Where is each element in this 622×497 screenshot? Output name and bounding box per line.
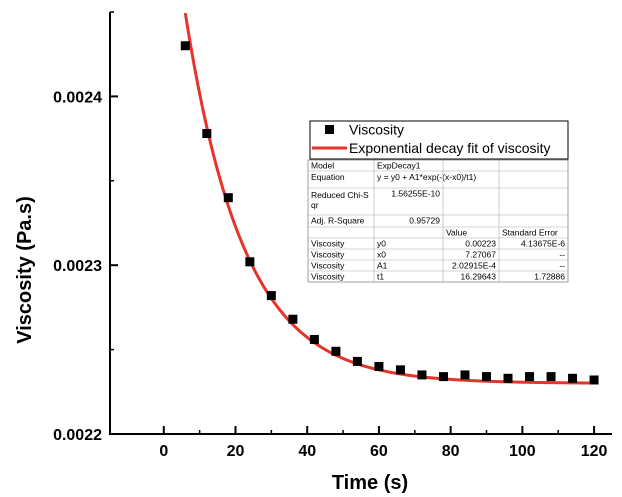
table-cell: 7.27067 (465, 250, 496, 260)
table-frame (307, 159, 569, 283)
plot-area (180, 12, 599, 385)
data-point (180, 41, 190, 51)
x-tick-label: 60 (370, 443, 388, 460)
legend-entry-viscosity: Viscosity (349, 122, 404, 138)
data-point (503, 373, 513, 383)
data-point (460, 370, 470, 380)
axes: Time (s) Viscosity (Pa.s) 0 20 40 60 80 100 12… (14, 11, 612, 494)
table-cell: t1 (377, 272, 384, 282)
data-point (525, 372, 535, 382)
x-tick-label: 120 (581, 443, 608, 460)
table-cell: 0.00223 (465, 239, 496, 249)
table-cell: y = y0 + A1*exp(-(x-x0)/t1) (377, 172, 476, 182)
y-axis-title: Viscosity (Pa.s) (14, 196, 36, 343)
table-cell: 2.02915E-4 (452, 261, 496, 271)
data-point (546, 372, 556, 382)
x-axis-title: Time (s) (332, 472, 408, 494)
legend-box (309, 120, 569, 160)
table-cell: y0 (377, 239, 386, 249)
table-cell: ExpDecay1 (377, 161, 421, 171)
data-point (288, 314, 298, 324)
table-cell: Reduced Chi-S (311, 190, 369, 200)
x-tick-label: 100 (509, 443, 536, 460)
table-cell: 4.13675E-6 (521, 239, 565, 249)
table-cell: qr (311, 200, 319, 210)
legend-marker-square (325, 125, 334, 134)
data-point (589, 375, 599, 385)
table-cell: 1.72886 (534, 272, 565, 282)
data-point (266, 291, 276, 301)
table-cell: Adj. R-Square (311, 216, 365, 226)
table-cell: 16.29643 (461, 272, 497, 282)
legend: Viscosity Exponential decay fit of visco… (309, 120, 569, 160)
y-tick-label: 0.0024 (53, 89, 102, 106)
fit-curve (183, 12, 595, 385)
fit-results-table: Model ExpDecay1 Equation y = y0 + A1*exp(-(… (307, 159, 569, 283)
table-cell: Viscosity (311, 261, 345, 271)
x-tick-label: 20 (227, 443, 245, 460)
data-point (374, 361, 384, 371)
table-cell: -- (559, 250, 565, 260)
table-cell: Viscosity (311, 239, 345, 249)
table-cell: x0 (377, 250, 386, 260)
data-point (417, 370, 427, 380)
data-point (395, 365, 405, 375)
table-cell: Equation (311, 172, 345, 182)
data-point (223, 193, 233, 203)
data-point (352, 356, 362, 366)
table-cell: Standard Error (502, 228, 558, 238)
x-tick-label: 80 (442, 443, 460, 460)
table-cell: 1.56255E-10 (391, 189, 440, 199)
table-cell: -- (559, 261, 565, 271)
table-cell: Value (446, 228, 467, 238)
table-cell: 0.95729 (409, 216, 440, 226)
data-point (482, 372, 491, 382)
table-cell: Viscosity (311, 272, 345, 282)
x-tick-label: 0 (159, 443, 168, 460)
y-tick-label: 0.0022 (53, 427, 102, 444)
data-point (245, 257, 255, 267)
table-cell: A1 (377, 261, 388, 271)
table-cell: Model (311, 161, 334, 171)
y-tick-label: 0.0023 (53, 258, 102, 275)
data-point (202, 129, 212, 139)
data-point (438, 372, 448, 382)
table-cell: Viscosity (311, 250, 345, 260)
x-tick-label: 40 (298, 443, 316, 460)
data-point (568, 373, 578, 383)
data-point (309, 334, 319, 344)
legend-entry-fit: Exponential decay fit of viscosity (349, 140, 551, 156)
data-point (331, 346, 341, 356)
